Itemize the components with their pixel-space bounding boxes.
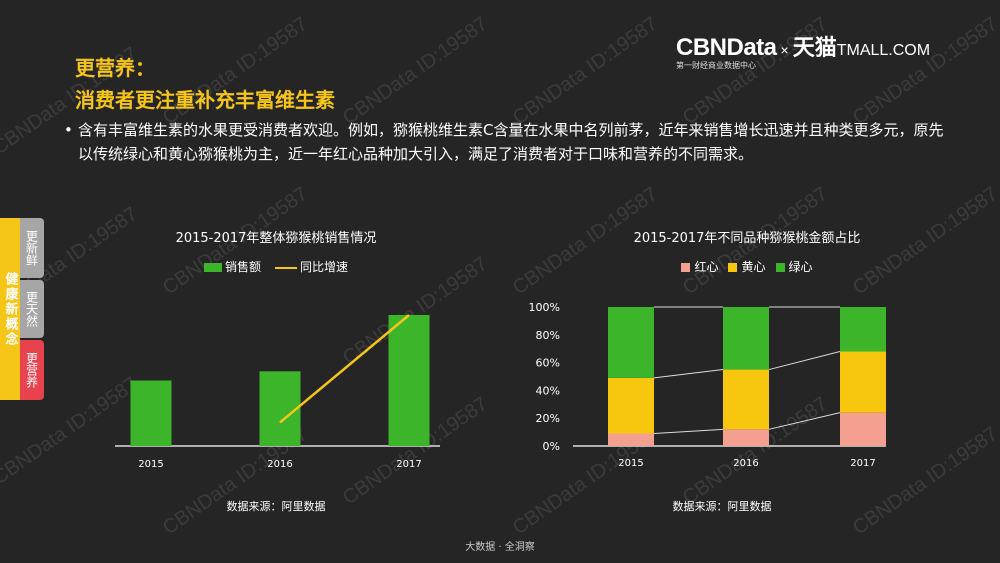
legend-label: 同比增速	[300, 260, 349, 274]
x-tick-label: 2016	[267, 459, 292, 470]
bullet-icon: •	[64, 121, 73, 139]
series-connector-line	[653, 369, 724, 379]
logo-times: ×	[780, 42, 789, 58]
sidebar-tab-nutrition[interactable]: 更营养	[20, 340, 44, 400]
growth-line	[279, 314, 410, 424]
legend-label: 销售额	[224, 260, 261, 274]
sidebar-main-label: 健康新概念	[0, 218, 20, 400]
bar-黄心-2017	[840, 351, 886, 413]
legend-item-green: 绿心	[775, 258, 813, 275]
legend-label: 绿心	[788, 260, 813, 274]
sidebar-tab-natural[interactable]: 更天然	[20, 280, 44, 338]
bar-sales-2017	[388, 315, 430, 446]
chart2-source: 数据来源：阿里数据	[672, 500, 772, 513]
bar-绿心-2015	[608, 307, 654, 378]
logo-partner-en: TMALL.COM	[836, 42, 931, 59]
sidebar-tab-fresh[interactable]: 更新鲜	[20, 218, 44, 278]
bullet-text: 含有丰富维生素的水果更受消费者欢迎。例如，猕猴桃维生素C含量在水果中名列前茅，近…	[78, 121, 944, 163]
bar-红心-2015	[608, 433, 654, 446]
x-tick-label: 2015	[618, 458, 643, 469]
footer-slogan: 大数据 · 全洞察	[465, 542, 535, 553]
chart1-title: 2015-2017年整体猕猴桃销售情况	[175, 231, 377, 246]
y-tick-label: 60%	[536, 357, 560, 370]
legend-item-sales: 销售额	[203, 258, 261, 275]
chart1-source: 数据来源：阿里数据	[226, 500, 326, 513]
legend-item-growth: 同比增速	[275, 258, 348, 275]
legend-swatch	[728, 263, 738, 272]
legend-item-yellow: 黄心	[728, 258, 766, 275]
heading-line2: 消费者更注重补充丰富维生素	[75, 88, 335, 112]
legend-label: 黄心	[741, 260, 766, 274]
series-connector-line	[653, 428, 724, 434]
bar-sales-2016	[259, 371, 301, 446]
bar-黄心-2016	[723, 369, 769, 430]
legend-item-red: 红心	[681, 258, 718, 275]
bar-红心-2017	[840, 412, 886, 446]
series-connector-line	[768, 412, 841, 430]
logo-subtitle: 第一财经商业数据中心	[676, 61, 756, 70]
bar-绿心-2016	[723, 307, 769, 370]
y-tick-label: 100%	[529, 301, 560, 314]
legend-swatch	[775, 263, 785, 272]
y-tick-label: 20%	[536, 412, 560, 425]
legend-swatch	[275, 266, 297, 269]
x-tick-label: 2017	[850, 458, 875, 469]
legend-swatch	[203, 263, 222, 272]
x-tick-label: 2016	[733, 458, 758, 469]
y-tick-label: 80%	[536, 329, 560, 342]
bar-sales-2015	[130, 380, 172, 446]
logo-partner-cn: 天猫	[792, 35, 837, 60]
x-tick-label: 2017	[396, 459, 421, 470]
bar-黄心-2015	[608, 377, 654, 434]
chart2-title: 2015-2017年不同品种猕猴桃金额占比	[633, 231, 861, 246]
series-connector-line	[768, 350, 841, 371]
bar-绿心-2017	[840, 307, 886, 352]
chart2-legend: 红心 黄心 绿心	[587, 258, 907, 275]
logo-brand: CBNData	[676, 34, 777, 61]
legend-label: 红心	[694, 260, 719, 274]
y-tick-label: 40%	[536, 384, 560, 397]
y-tick-label: 0%	[543, 440, 560, 453]
bullet-text-block: • 含有丰富维生素的水果更受消费者欢迎。例如，猕猴桃维生素C含量在水果中名列前茅…	[64, 118, 948, 166]
chart1-legend: 销售额 同比增速	[116, 258, 436, 275]
logo: CBNData × 天猫TMALL.COM 第一财经商业数据中心	[676, 30, 930, 71]
legend-swatch	[681, 263, 691, 272]
bar-红心-2016	[723, 429, 769, 446]
heading-line1: 更营养：	[75, 56, 155, 80]
x-tick-label: 2015	[138, 459, 163, 470]
